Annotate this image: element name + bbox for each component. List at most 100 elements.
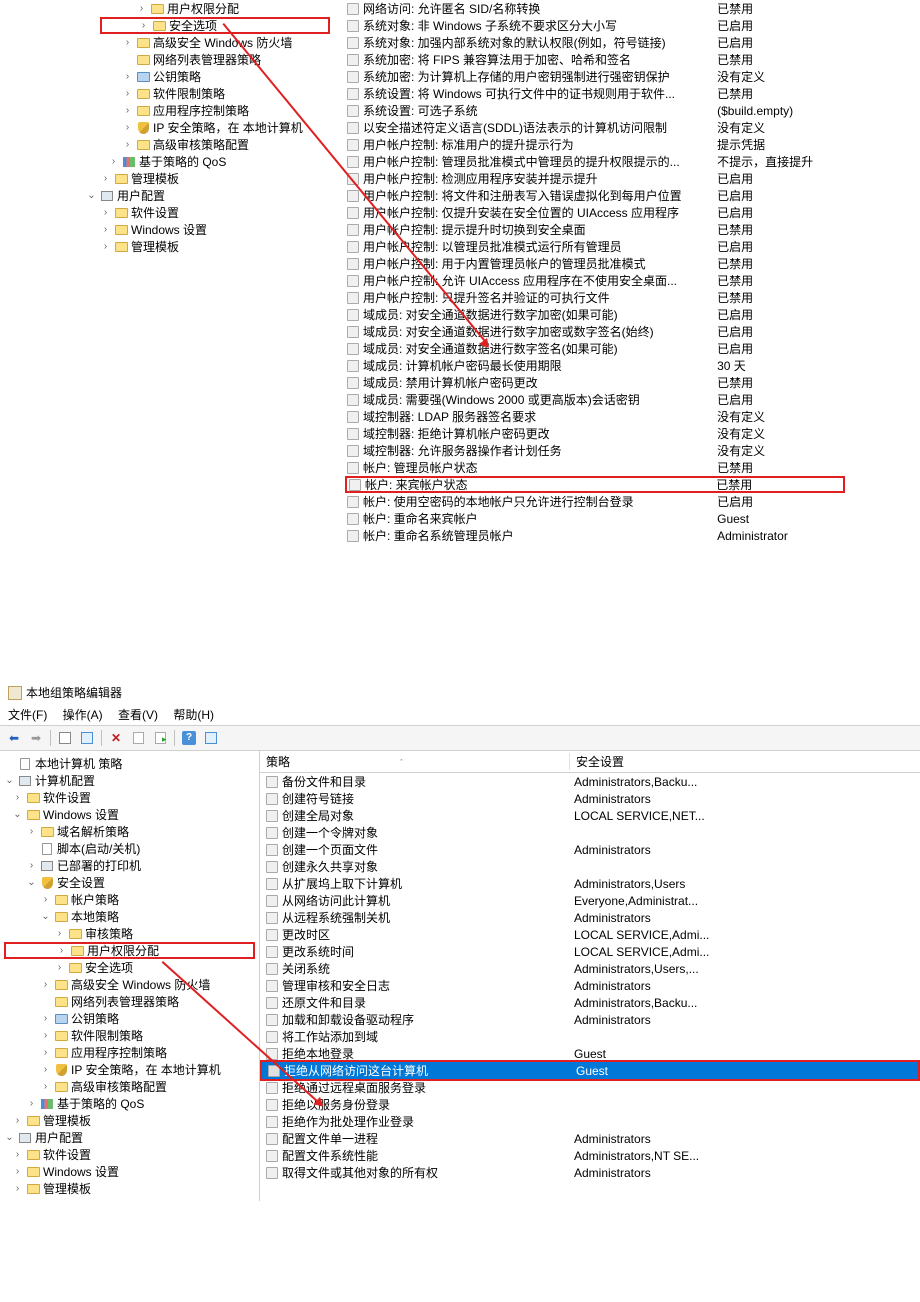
expand-toggle[interactable]: › bbox=[122, 71, 133, 82]
help-button[interactable]: ? bbox=[179, 728, 199, 748]
policy-row[interactable]: 拒绝通过远程桌面服务登录 bbox=[260, 1079, 920, 1096]
col-header-policy[interactable]: 策略 bbox=[266, 755, 290, 769]
tree-item[interactable]: ›高级安全 Windows 防火墙 bbox=[100, 34, 330, 51]
policy-row[interactable]: 用户帐户控制: 以管理员批准模式运行所有管理员已启用 bbox=[345, 238, 845, 255]
expand-toggle[interactable]: › bbox=[100, 173, 111, 184]
tree-item[interactable]: ⌄Windows 设置 bbox=[4, 806, 255, 823]
tree-item[interactable]: ›IP 安全策略，在 本地计算机 bbox=[4, 1061, 255, 1078]
expand-toggle[interactable]: › bbox=[122, 122, 133, 133]
expand-toggle[interactable]: › bbox=[56, 945, 67, 956]
policy-row[interactable]: 帐户: 重命名系统管理员帐户Administrator bbox=[345, 527, 845, 544]
expand-toggle[interactable]: › bbox=[122, 88, 133, 99]
policy-row[interactable]: 用户帐户控制: 检测应用程序安装并提示提升已启用 bbox=[345, 170, 845, 187]
expand-toggle[interactable]: › bbox=[40, 894, 51, 905]
expand-toggle[interactable]: › bbox=[100, 207, 111, 218]
tree-item[interactable]: ›审核策略 bbox=[4, 925, 255, 942]
tree-item[interactable]: ⌄安全设置 bbox=[4, 874, 255, 891]
policy-row[interactable]: 用户帐户控制: 管理员批准模式中管理员的提升权限提示的...不提示，直接提升 bbox=[345, 153, 845, 170]
policy-row[interactable]: 帐户: 管理员帐户状态已禁用 bbox=[345, 459, 845, 476]
policy-row[interactable]: 用户帐户控制: 将文件和注册表写入错误虚拟化到每用户位置已启用 bbox=[345, 187, 845, 204]
expand-toggle[interactable]: ⌄ bbox=[4, 775, 15, 786]
policy-row[interactable]: 从远程系统强制关机Administrators bbox=[260, 909, 920, 926]
tree-item[interactable]: ›安全选项 bbox=[4, 959, 255, 976]
policy-row[interactable]: 网络访问: 允许匿名 SID/名称转换已禁用 bbox=[345, 0, 845, 17]
tree-item[interactable]: ›管理模板 bbox=[4, 1112, 255, 1129]
expand-toggle[interactable]: › bbox=[138, 20, 149, 31]
tree-item[interactable]: ›高级审核策略配置 bbox=[100, 136, 330, 153]
tree-item[interactable]: ›IP 安全策略，在 本地计算机 bbox=[100, 119, 330, 136]
show-hide-button[interactable] bbox=[77, 728, 97, 748]
tree-item[interactable]: ›高级审核策略配置 bbox=[4, 1078, 255, 1095]
expand-toggle[interactable]: ⌄ bbox=[86, 190, 97, 201]
tree-item[interactable]: ›公钥策略 bbox=[100, 68, 330, 85]
policy-row[interactable]: 系统加密: 为计算机上存储的用户密钥强制进行强密钥保护没有定义 bbox=[345, 68, 845, 85]
expand-toggle[interactable]: › bbox=[12, 1115, 23, 1126]
tree-item[interactable]: 本地计算机 策略 bbox=[4, 755, 255, 772]
expand-toggle[interactable]: ⌄ bbox=[12, 809, 23, 820]
expand-toggle[interactable]: › bbox=[12, 1183, 23, 1194]
policy-row[interactable]: 取得文件或其他对象的所有权Administrators bbox=[260, 1164, 920, 1181]
tree-item[interactable]: ›安全选项 bbox=[100, 17, 330, 34]
policy-row[interactable]: 域控制器: LDAP 服务器签名要求没有定义 bbox=[345, 408, 845, 425]
policy-row[interactable]: 系统设置: 将 Windows 可执行文件中的证书规则用于软件...已禁用 bbox=[345, 85, 845, 102]
tree-item[interactable]: ⌄本地策略 bbox=[4, 908, 255, 925]
policy-row[interactable]: 用户帐户控制: 提示提升时切换到安全桌面已禁用 bbox=[345, 221, 845, 238]
tree-item[interactable]: ⌄用户配置 bbox=[86, 187, 330, 204]
tree-item[interactable]: ›应用程序控制策略 bbox=[4, 1044, 255, 1061]
policy-row[interactable]: 拒绝从网络访问这台计算机Guest bbox=[262, 1062, 918, 1079]
tree-item[interactable]: ›软件设置 bbox=[100, 204, 330, 221]
policy-row[interactable]: 创建一个页面文件Administrators bbox=[260, 841, 920, 858]
policy-row[interactable]: 拒绝作为批处理作业登录 bbox=[260, 1113, 920, 1130]
policy-row[interactable]: 更改时区LOCAL SERVICE,Admi... bbox=[260, 926, 920, 943]
properties-button[interactable] bbox=[128, 728, 148, 748]
expand-toggle[interactable]: › bbox=[12, 1166, 23, 1177]
tree-item[interactable]: ›已部署的打印机 bbox=[4, 857, 255, 874]
policy-row[interactable]: 系统加密: 将 FIPS 兼容算法用于加密、哈希和签名已禁用 bbox=[345, 51, 845, 68]
policy-row[interactable]: 用户帐户控制: 仅提升安装在安全位置的 UIAccess 应用程序已启用 bbox=[345, 204, 845, 221]
col-header-setting[interactable]: 安全设置 bbox=[570, 753, 624, 770]
menu-action[interactable]: 操作(A) bbox=[63, 708, 103, 722]
expand-toggle[interactable]: › bbox=[40, 979, 51, 990]
policy-row[interactable]: 以安全描述符定义语言(SDDL)语法表示的计算机访问限制没有定义 bbox=[345, 119, 845, 136]
tree-item[interactable]: ›Windows 设置 bbox=[100, 221, 330, 238]
policy-row[interactable]: 系统设置: 可选子系统($build.empty) bbox=[345, 102, 845, 119]
expand-toggle[interactable]: › bbox=[12, 792, 23, 803]
tree-item[interactable]: ›软件设置 bbox=[4, 1146, 255, 1163]
expand-toggle[interactable]: › bbox=[136, 3, 147, 14]
up-button[interactable] bbox=[55, 728, 75, 748]
expand-toggle[interactable]: › bbox=[54, 928, 65, 939]
tree-item[interactable]: ⌄计算机配置 bbox=[4, 772, 255, 789]
tree-item[interactable]: ›基于策略的 QoS bbox=[100, 153, 330, 170]
tree-item[interactable]: ›用户权限分配 bbox=[4, 942, 255, 959]
expand-toggle[interactable]: › bbox=[26, 860, 37, 871]
expand-toggle[interactable]: › bbox=[108, 156, 119, 167]
tree-item[interactable]: 网络列表管理器策略 bbox=[4, 993, 255, 1010]
expand-toggle[interactable]: › bbox=[40, 1064, 51, 1075]
tree-item[interactable]: ›域名解析策略 bbox=[4, 823, 255, 840]
forward-button[interactable]: ➡ bbox=[26, 728, 46, 748]
policy-row[interactable]: 域成员: 对安全通道数据进行数字加密或数字签名(始终)已启用 bbox=[345, 323, 845, 340]
tree-item[interactable]: ›管理模板 bbox=[100, 170, 330, 187]
tree-item[interactable]: ›基于策略的 QoS bbox=[4, 1095, 255, 1112]
policy-row[interactable]: 配置文件系统性能Administrators,NT SE... bbox=[260, 1147, 920, 1164]
expand-toggle[interactable]: › bbox=[40, 1013, 51, 1024]
policy-row[interactable]: 将工作站添加到域 bbox=[260, 1028, 920, 1045]
expand-toggle[interactable]: › bbox=[100, 224, 111, 235]
policy-row[interactable]: 域成员: 对安全通道数据进行数字签名(如果可能)已启用 bbox=[345, 340, 845, 357]
export-button[interactable]: ▸ bbox=[150, 728, 170, 748]
policy-row[interactable]: 拒绝以服务身份登录 bbox=[260, 1096, 920, 1113]
policy-row[interactable]: 域控制器: 允许服务器操作者计划任务没有定义 bbox=[345, 442, 845, 459]
tree-item[interactable]: ›软件设置 bbox=[4, 789, 255, 806]
tree-item[interactable]: ›管理模板 bbox=[100, 238, 330, 255]
policy-row[interactable]: 创建符号链接Administrators bbox=[260, 790, 920, 807]
policy-row[interactable]: 域控制器: 拒绝计算机帐户密码更改没有定义 bbox=[345, 425, 845, 442]
expand-toggle[interactable]: › bbox=[12, 1149, 23, 1160]
tree-item[interactable]: 脚本(启动/关机) bbox=[4, 840, 255, 857]
policy-row[interactable]: 帐户: 重命名来宾帐户Guest bbox=[345, 510, 845, 527]
expand-toggle[interactable]: › bbox=[100, 241, 111, 252]
tree-item[interactable]: ›帐户策略 bbox=[4, 891, 255, 908]
policy-row[interactable]: 域成员: 需要强(Windows 2000 或更高版本)会话密钥已启用 bbox=[345, 391, 845, 408]
policy-row[interactable]: 系统对象: 加强内部系统对象的默认权限(例如，符号链接)已启用 bbox=[345, 34, 845, 51]
menu-view[interactable]: 查看(V) bbox=[118, 708, 158, 722]
policy-row[interactable]: 域成员: 禁用计算机帐户密码更改已禁用 bbox=[345, 374, 845, 391]
